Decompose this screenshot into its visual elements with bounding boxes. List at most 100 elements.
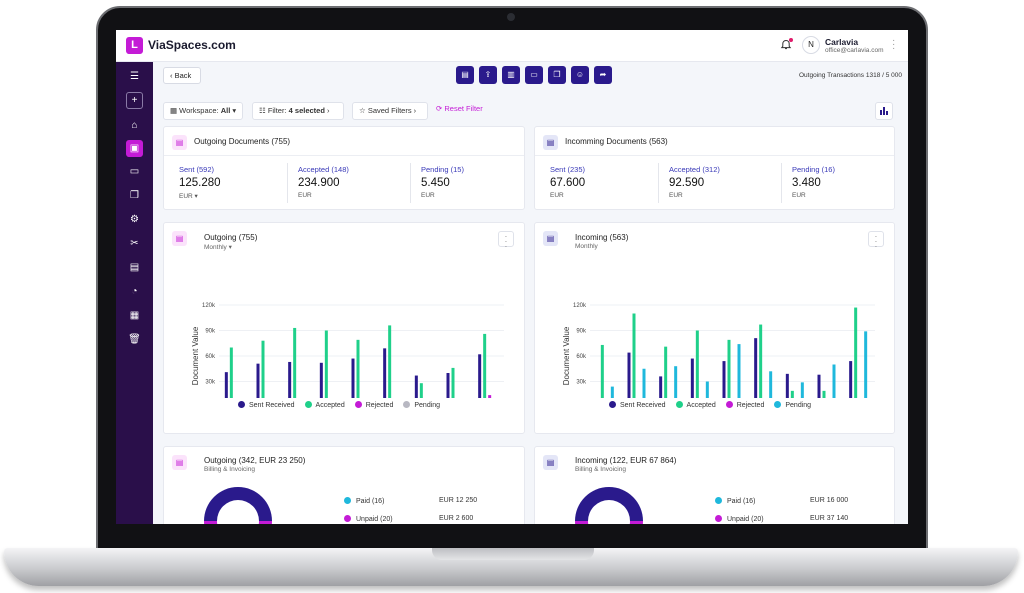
reset-filter-button[interactable]: ⟳ Reset Filter (436, 104, 483, 113)
stat-pending[interactable]: Pending (15) 5.450 EUR (421, 165, 464, 199)
more-vertical-icon[interactable]: · · · (892, 35, 896, 54)
chart-view-button[interactable] (875, 102, 893, 120)
bar-accepted (822, 390, 826, 398)
add-user-icon[interactable]: ☺ (571, 66, 589, 84)
legend-label[interactable]: Sent Received (620, 402, 666, 409)
billing-subtitle: Billing & Invoicing (575, 466, 626, 473)
bar-accepted (388, 325, 392, 398)
settings-icon[interactable]: ⚙ (130, 214, 139, 225)
stat-sent[interactable]: Sent (235) 67.600 EUR (550, 165, 585, 199)
y-tick-label: 60k (205, 354, 216, 360)
legend-label[interactable]: Rejected (736, 402, 765, 409)
avatar[interactable]: N (802, 36, 820, 54)
stat-value: 5.450 (421, 177, 450, 189)
billing-subtitle: Billing & Invoicing (204, 466, 255, 473)
bar-accepted (854, 307, 858, 398)
period-select[interactable]: Monthly ▾ (204, 244, 232, 251)
document-icon: ▤ (172, 455, 187, 470)
bar-sent-received (785, 373, 789, 398)
billing-outgoing-card: ▤ Outgoing (342, EUR 23 250) Billing & I… (163, 446, 525, 524)
bell-icon[interactable] (780, 39, 792, 51)
bar-sent-received (383, 348, 387, 398)
stat-accepted[interactable]: Accepted (148) 234.900 EUR (298, 165, 349, 199)
paid-dot (715, 497, 722, 504)
paid-dot (344, 497, 351, 504)
share-icon[interactable]: ➦ (594, 66, 612, 84)
y-tick-label: 120k (573, 303, 587, 309)
more-vertical-icon[interactable]: · · · (868, 231, 884, 251)
document-icon: ▤ (543, 135, 558, 150)
legend-label[interactable]: Accepted (315, 402, 345, 409)
bar-pending (642, 368, 646, 398)
clock-icon[interactable]: ◔ (131, 286, 138, 297)
documents-icon[interactable]: ❐ (130, 190, 139, 201)
saved-filters-button[interactable]: ☆ Saved Filters › (352, 102, 428, 120)
app-title[interactable]: ViaSpaces.com (148, 38, 236, 52)
stat-accepted[interactable]: Accepted (312) 92.590 EUR (669, 165, 720, 199)
legend-swatch (609, 401, 616, 408)
briefcase-icon[interactable]: ▤ (129, 262, 140, 273)
bar-accepted (759, 324, 763, 398)
home-icon[interactable]: ⌂ (131, 120, 138, 131)
briefcase-action-icon[interactable]: ▥ (502, 66, 520, 84)
sidebar: ☰ + ⌂ ▣ ▭ ❐ ⚙ ✂ ▤ ◔ ▦ 🗑 (116, 62, 153, 524)
document-icon: ▤ (172, 231, 187, 246)
bar-sent-received (659, 376, 663, 398)
bar-sent-received (224, 372, 228, 398)
stat-sent[interactable]: Sent (592) 125.280 EUR ▾ (179, 165, 221, 200)
bar-sent-received (414, 375, 418, 398)
legend-swatch (238, 401, 245, 408)
action-bar: ‹ Back ▤ ⇪ ▥ ▭ ❐ ☺ ➦ Outgoing Transactio… (153, 62, 908, 90)
bar-accepted (664, 346, 668, 398)
y-axis-label: Document Value (191, 326, 200, 385)
stat-value: 92.590 (669, 177, 705, 189)
bar-chart-icon (880, 107, 888, 115)
notification-dot (789, 38, 793, 42)
legend-label[interactable]: Pending (785, 402, 812, 409)
more-vertical-icon[interactable]: · · · (498, 231, 514, 251)
bar-sent-received (478, 354, 482, 398)
workspace-select[interactable]: ▦ Workspace: All ▾ (163, 102, 243, 120)
stat-pending[interactable]: Pending (16) 3.480 EUR (792, 165, 835, 199)
id-card-icon[interactable]: ▭ (525, 66, 543, 84)
dashboard-icon[interactable]: ▣ (126, 140, 143, 157)
upload-icon[interactable]: ⇪ (479, 66, 497, 84)
y-tick-label: 90k (205, 329, 216, 335)
bar-accepted (695, 330, 699, 398)
paid-label: Paid (16) (727, 498, 756, 505)
unpaid-dot (715, 515, 722, 522)
trash-icon[interactable]: 🗑 (128, 334, 141, 345)
currency-label: EUR (179, 193, 193, 200)
outgoing-bar-chart: Document Value30k60k90k120kJanFebMarAprM… (191, 303, 504, 398)
filter-select[interactable]: ☷ Filter: 4 selected › (252, 102, 344, 120)
add-icon[interactable]: + (126, 92, 143, 109)
calendar-icon[interactable]: ▦ (129, 310, 140, 321)
stat-currency: EUR (550, 192, 564, 199)
legend-label[interactable]: Rejected (365, 402, 394, 409)
user-name[interactable]: Carlavia (825, 37, 859, 47)
new-document-icon[interactable]: ▤ (456, 66, 474, 84)
bar-pending (769, 371, 773, 398)
folder-icon[interactable]: ▭ (129, 166, 140, 177)
bar-accepted (600, 344, 604, 398)
unpaid-amount: EUR 37 140 (810, 515, 849, 522)
legend-unpaid: Unpaid (20) (715, 515, 764, 523)
y-tick-label: 30k (205, 380, 216, 386)
stat-value: 67.600 (550, 177, 586, 189)
chart-title: Outgoing (755) (204, 233, 258, 242)
legend-label[interactable]: Accepted (686, 402, 716, 409)
menu-collapse-icon[interactable]: ☰ (130, 71, 139, 82)
y-tick-label: 30k (576, 380, 587, 386)
bar-sent-received (690, 358, 694, 398)
bar-accepted (261, 340, 265, 398)
back-button[interactable]: ‹ Back (163, 67, 201, 84)
copy-icon[interactable]: ❐ (548, 66, 566, 84)
back-label: Back (174, 71, 192, 80)
legend-label[interactable]: Sent Received (249, 402, 295, 409)
tools-icon[interactable]: ✂ (130, 238, 139, 249)
bar-pending (800, 382, 804, 398)
stat-label: Pending (16) (792, 165, 835, 174)
stat-currency[interactable]: EUR ▾ (179, 193, 198, 200)
legend-label[interactable]: Pending (414, 402, 441, 409)
